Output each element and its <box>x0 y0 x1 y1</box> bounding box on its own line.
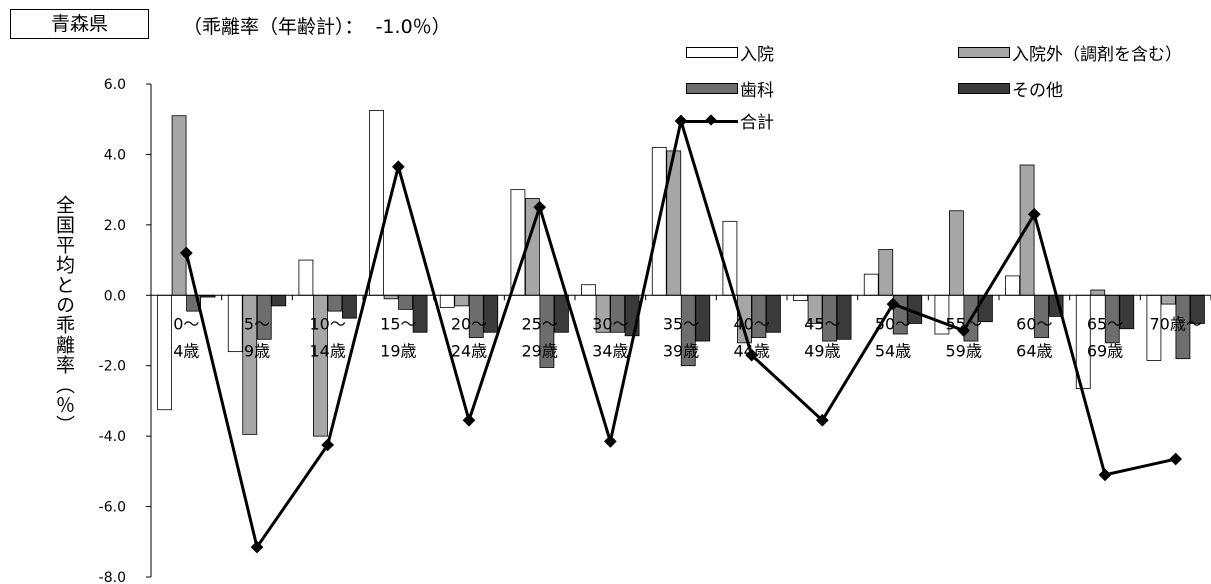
bar-outpatient <box>878 249 894 296</box>
x-tick-label: 15～ 19歳 <box>380 314 416 360</box>
legend-item-outpatient: 入院外（調剤を含む） <box>958 40 1182 65</box>
x-tick-label: 50～ 54歳 <box>875 314 911 360</box>
x-tick-label: 0～ 4歳 <box>173 314 199 360</box>
y-tick-label: 4.0 <box>104 147 126 163</box>
total-point <box>462 413 476 427</box>
bar-other <box>271 294 287 307</box>
legend-swatch-outpatient <box>958 47 1010 58</box>
legend-item-total: 合計 <box>686 108 774 133</box>
x-tick-label: 45～ 49歳 <box>804 314 840 360</box>
total-point <box>179 246 193 260</box>
x-tick-label: 60～ 64歳 <box>1016 314 1052 360</box>
bar-inpatient <box>510 189 526 296</box>
bar-inpatient <box>227 294 243 353</box>
bar-dental <box>327 294 343 312</box>
legend-label-inpatient: 入院 <box>740 45 774 65</box>
bar-inpatient <box>581 284 596 296</box>
legend-swatch-inpatient <box>686 47 738 58</box>
legend-label-other: その他 <box>1012 81 1063 101</box>
x-tick-label: 5～ 9歳 <box>244 314 270 360</box>
legend-item-inpatient: 入院 <box>686 40 774 65</box>
y-tick-label: -2.0 <box>99 359 126 375</box>
legend-label-total: 合計 <box>740 113 774 133</box>
total-point <box>1169 452 1183 466</box>
x-tick-label: 35～ 39歳 <box>663 314 699 360</box>
y-tick-label: 6.0 <box>104 77 126 93</box>
y-axis-label: 全国平均との乖離率（％） <box>53 195 75 435</box>
y-tick-label: 0.0 <box>104 288 126 304</box>
bar-outpatient <box>1090 289 1106 296</box>
bar-outpatient <box>383 294 399 300</box>
y-tick-label: -6.0 <box>99 500 126 516</box>
x-tick-label: 25～ 29歳 <box>521 314 557 360</box>
legend-label-outpatient: 入院外（調剤を含む） <box>1012 45 1182 65</box>
legend-item-other: その他 <box>958 76 1063 101</box>
prefecture-title: 青森県 <box>10 9 149 39</box>
bar-inpatient <box>298 259 314 296</box>
total-point <box>1098 468 1112 482</box>
bar-inpatient <box>863 273 879 296</box>
x-tick-label: 20～ 24歳 <box>451 314 487 360</box>
x-tick-label: 30～ 34歳 <box>592 314 628 360</box>
x-tick-label: 70歳～ <box>1149 314 1201 333</box>
y-tick-label: -8.0 <box>99 570 126 584</box>
deviation-subtitle: （乖離率（年齢計）： -1.0％） <box>183 16 451 38</box>
bar-dental <box>398 294 413 310</box>
bar-inpatient <box>157 294 172 411</box>
legend-swatch-total <box>686 114 738 128</box>
y-tick-label: -4.0 <box>99 429 126 445</box>
legend-label-dental: 歯科 <box>740 81 774 101</box>
legend-swatch-dental <box>686 83 738 94</box>
x-tick-label: 65～ 69歳 <box>1087 314 1123 360</box>
bar-outpatient <box>1019 164 1035 296</box>
y-tick-label: 2.0 <box>104 218 126 234</box>
x-tick-label: 10～ 14歳 <box>309 314 345 360</box>
total-point <box>603 435 617 448</box>
bar-outpatient <box>171 115 187 296</box>
total-point <box>321 438 335 452</box>
bar-outpatient <box>454 294 470 307</box>
bar-inpatient <box>793 294 808 301</box>
legend-item-dental: 歯科 <box>686 76 774 101</box>
bar-outpatient <box>949 210 964 296</box>
bar-outpatient <box>1161 294 1176 305</box>
total-point <box>391 160 405 174</box>
bar-inpatient <box>439 294 455 309</box>
legend-swatch-other <box>958 83 1010 94</box>
bar-inpatient <box>1005 275 1020 296</box>
